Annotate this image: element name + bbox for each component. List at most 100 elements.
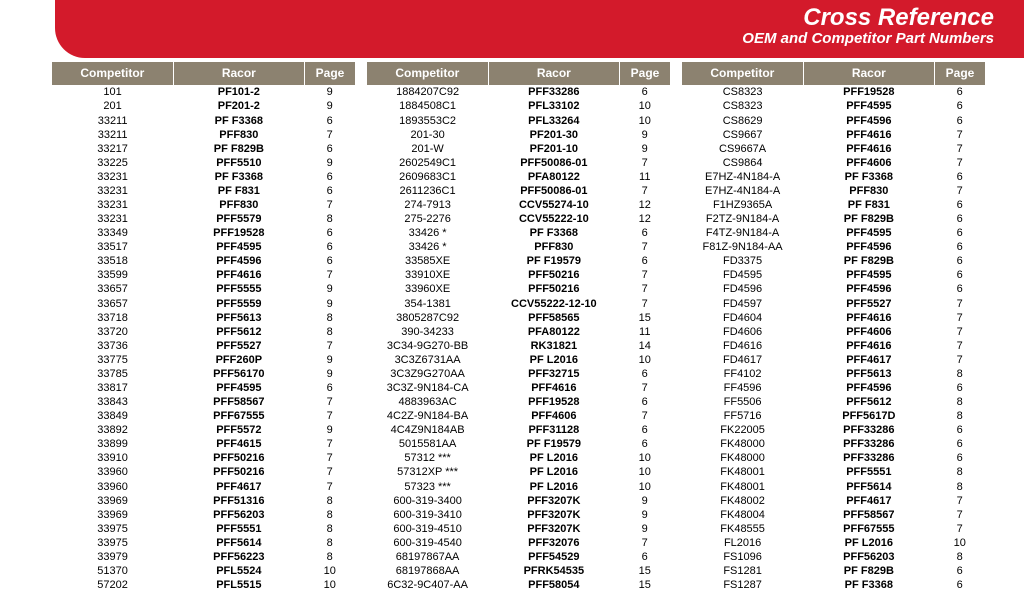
competitor-cell: FS1287: [682, 578, 803, 592]
table-row: CS8323PFF195286: [682, 85, 985, 99]
page-cell: 9: [619, 522, 670, 536]
table-row: 33979PFF562238: [52, 550, 355, 564]
racor-cell: PFF830: [173, 198, 304, 212]
racor-cell: PFF4615: [173, 437, 304, 451]
table-row: 57312XP ***PF L201610: [367, 465, 670, 479]
table-row: 33657PFF55599: [52, 297, 355, 311]
table-row: 2611236C1PFF50086-017: [367, 184, 670, 198]
competitor-cell: 33518: [52, 254, 173, 268]
competitor-cell: FK48000: [682, 437, 803, 451]
table-row: 3C3Z6731AAPF L201610: [367, 353, 670, 367]
racor-cell: PFF4595: [173, 381, 304, 395]
table-row: F1HZ9365APF F8316: [682, 198, 985, 212]
page-cell: 7: [619, 409, 670, 423]
racor-cell: PFF4595: [173, 240, 304, 254]
page-cell: 7: [304, 395, 355, 409]
page-cell: 10: [619, 480, 670, 494]
racor-cell: PFF4595: [803, 99, 934, 113]
competitor-cell: 33969: [52, 494, 173, 508]
page-cell: 15: [619, 311, 670, 325]
racor-cell: PF F3368: [173, 114, 304, 128]
racor-cell: PFF5613: [803, 367, 934, 381]
racor-cell: PFF3207K: [488, 508, 619, 522]
col-header-racor: Racor: [173, 62, 304, 85]
racor-cell: PFF32715: [488, 367, 619, 381]
table-row: F2TZ-9N184-APF F829B6: [682, 212, 985, 226]
competitor-cell: 201-W: [367, 142, 488, 156]
table-row: 101PF101-29: [52, 85, 355, 99]
competitor-cell: 33785: [52, 367, 173, 381]
competitor-cell: FK22005: [682, 423, 803, 437]
page-cell: 15: [619, 564, 670, 578]
racor-cell: PFF3207K: [488, 494, 619, 508]
racor-cell: PF L2016: [488, 353, 619, 367]
table-row: 33231PFF55798: [52, 212, 355, 226]
page-cell: 6: [304, 240, 355, 254]
col-header-competitor: Competitor: [52, 62, 173, 85]
competitor-cell: 5015581AA: [367, 437, 488, 451]
racor-cell: PFF33286: [803, 451, 934, 465]
racor-cell: PFF5617D: [803, 409, 934, 423]
competitor-cell: 3C3Z-9N184-CA: [367, 381, 488, 395]
racor-cell: PFF31128: [488, 423, 619, 437]
competitor-cell: F81Z-9N184-AA: [682, 240, 803, 254]
racor-cell: PF L2016: [803, 536, 934, 550]
table-row: 1884207C92PFF332866: [367, 85, 670, 99]
page-cell: 6: [934, 451, 985, 465]
competitor-cell: 33426 *: [367, 240, 488, 254]
table-row: 33849PFF675557: [52, 409, 355, 423]
page-cell: 6: [934, 85, 985, 99]
table-row: FD4596PFF45966: [682, 282, 985, 296]
racor-cell: PFF50216: [173, 451, 304, 465]
competitor-cell: CS9864: [682, 156, 803, 170]
table-row: 51370PFL552410: [52, 564, 355, 578]
table-row: 4883963ACPFF195286: [367, 395, 670, 409]
page-cell: 8: [304, 522, 355, 536]
table-row: F4TZ-9N184-APFF45956: [682, 226, 985, 240]
page-cell: 7: [304, 268, 355, 282]
page-cell: 7: [304, 451, 355, 465]
table-row: 33231PF F33686: [52, 170, 355, 184]
racor-cell: PFF4617: [803, 494, 934, 508]
col-header-page: Page: [619, 62, 670, 85]
racor-cell: PFF4595: [803, 268, 934, 282]
racor-cell: PF F19579: [488, 437, 619, 451]
table-row: CS9667APFF46167: [682, 142, 985, 156]
table-row: 33517PFF45956: [52, 240, 355, 254]
col-header-competitor: Competitor: [367, 62, 488, 85]
racor-cell: PFF50086-01: [488, 184, 619, 198]
competitor-cell: 33960: [52, 465, 173, 479]
banner-title: Cross Reference: [55, 4, 994, 32]
competitor-cell: 354-1381: [367, 297, 488, 311]
racor-cell: PFF51316: [173, 494, 304, 508]
competitor-cell: 390-34233: [367, 325, 488, 339]
page-cell: 6: [619, 367, 670, 381]
racor-cell: PFF830: [803, 184, 934, 198]
table-row: FS1281PF F829B6: [682, 564, 985, 578]
page-cell: 10: [619, 465, 670, 479]
table-row: FD4617PFF46177: [682, 353, 985, 367]
racor-cell: PF F831: [173, 184, 304, 198]
table-row: 1884508C1PFL3310210: [367, 99, 670, 113]
racor-cell: PFF4596: [173, 254, 304, 268]
table-row: 33975PFF56148: [52, 536, 355, 550]
page-cell: 9: [304, 367, 355, 381]
page-cell: 6: [619, 254, 670, 268]
page-cell: 6: [304, 381, 355, 395]
page-cell: 6: [304, 170, 355, 184]
competitor-cell: FF4102: [682, 367, 803, 381]
competitor-cell: E7HZ-4N184-A: [682, 184, 803, 198]
table-row: 33960PFF46177: [52, 480, 355, 494]
page-cell: 8: [934, 395, 985, 409]
cross-ref-table-2: Competitor Racor Page 1884207C92PFF33286…: [367, 62, 670, 592]
page-cell: 6: [619, 550, 670, 564]
page-cell: 9: [304, 156, 355, 170]
title-banner: Cross Reference OEM and Competitor Part …: [55, 0, 1024, 58]
racor-cell: PFA80122: [488, 170, 619, 184]
page-cell: 8: [934, 367, 985, 381]
page-cell: 8: [304, 536, 355, 550]
page-cell: 7: [304, 480, 355, 494]
racor-cell: PF201-30: [488, 128, 619, 142]
table-row: 4C4Z9N184ABPFF311286: [367, 423, 670, 437]
racor-cell: PFF4616: [803, 311, 934, 325]
